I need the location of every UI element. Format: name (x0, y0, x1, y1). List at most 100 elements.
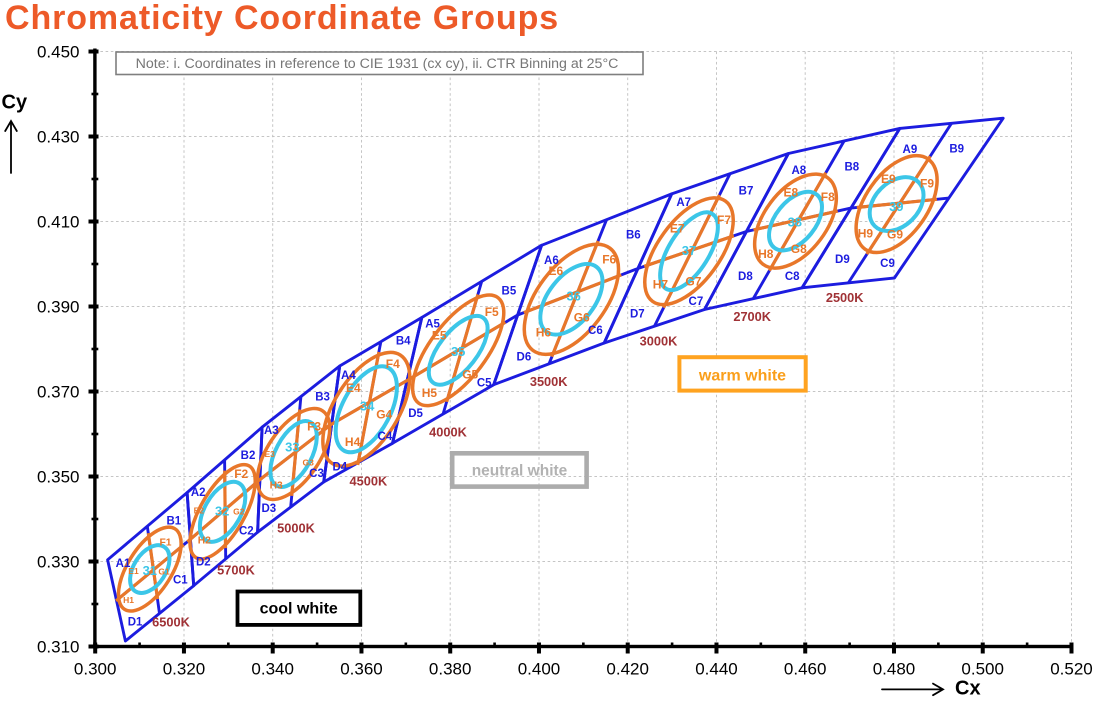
svg-text:0.440: 0.440 (695, 659, 738, 678)
svg-text:B7: B7 (739, 186, 754, 198)
svg-text:C3: C3 (309, 468, 324, 480)
svg-text:H2: H2 (198, 536, 211, 547)
svg-text:G6: G6 (574, 310, 590, 324)
svg-text:5000K: 5000K (277, 520, 315, 535)
svg-text:A5: A5 (425, 319, 440, 331)
svg-text:2500K: 2500K (826, 290, 864, 305)
svg-text:B4: B4 (396, 336, 411, 348)
svg-text:Note: i. Coordinates in refere: Note: i. Coordinates in reference to CIE… (136, 56, 619, 72)
svg-text:4000K: 4000K (429, 424, 467, 439)
svg-text:35: 35 (451, 344, 465, 359)
svg-text:0.320: 0.320 (163, 659, 206, 678)
svg-text:G3: G3 (303, 458, 315, 468)
svg-text:0.520: 0.520 (1050, 659, 1093, 678)
svg-text:0.300: 0.300 (74, 659, 117, 678)
svg-text:A1: A1 (116, 558, 131, 570)
svg-text:H7: H7 (653, 278, 669, 292)
svg-text:37: 37 (682, 243, 696, 258)
svg-text:34: 34 (360, 399, 375, 414)
svg-text:0.460: 0.460 (784, 659, 827, 678)
svg-text:C1: C1 (173, 574, 188, 586)
svg-text:B5: B5 (502, 286, 517, 298)
svg-text:H4: H4 (345, 435, 361, 449)
svg-text:F8: F8 (821, 190, 835, 204)
svg-text:C4: C4 (378, 431, 393, 443)
svg-text:0.340: 0.340 (251, 659, 294, 678)
svg-text:H1: H1 (123, 595, 134, 605)
svg-text:F3: F3 (307, 420, 321, 434)
svg-text:A6: A6 (544, 255, 559, 267)
svg-text:C2: C2 (239, 526, 254, 538)
svg-text:H9: H9 (858, 227, 874, 241)
svg-text:F4: F4 (386, 357, 400, 371)
svg-text:4500K: 4500K (350, 474, 388, 489)
svg-text:C8: C8 (785, 271, 800, 283)
svg-text:G8: G8 (791, 242, 807, 256)
svg-text:G7: G7 (685, 274, 701, 288)
svg-text:B6: B6 (626, 229, 641, 241)
svg-text:B3: B3 (315, 391, 330, 403)
svg-text:5700K: 5700K (217, 562, 255, 577)
svg-text:D5: D5 (408, 408, 423, 420)
svg-text:E9: E9 (881, 172, 896, 186)
svg-text:neutral white: neutral white (472, 463, 568, 480)
svg-text:G5: G5 (462, 367, 478, 381)
svg-text:E7: E7 (670, 222, 685, 236)
svg-text:H6: H6 (536, 326, 552, 340)
svg-text:0.480: 0.480 (873, 659, 916, 678)
svg-text:E5: E5 (432, 329, 447, 343)
svg-text:H3: H3 (270, 480, 283, 491)
svg-text:0.330: 0.330 (37, 552, 80, 571)
svg-text:E8: E8 (784, 185, 799, 199)
svg-text:D9: D9 (835, 254, 850, 266)
svg-text:F1: F1 (159, 537, 171, 548)
svg-text:E2: E2 (194, 506, 205, 516)
svg-text:D7: D7 (630, 308, 645, 320)
svg-text:C6: C6 (588, 325, 603, 337)
svg-text:C9: C9 (880, 258, 895, 270)
svg-text:0.360: 0.360 (340, 659, 383, 678)
svg-text:D8: D8 (738, 271, 753, 283)
svg-text:H5: H5 (422, 386, 438, 400)
svg-text:D6: D6 (517, 352, 532, 364)
svg-text:E1: E1 (128, 566, 139, 576)
svg-text:3000K: 3000K (640, 333, 678, 348)
svg-text:B2: B2 (241, 450, 256, 462)
svg-text:H8: H8 (758, 247, 774, 261)
svg-text:36: 36 (566, 289, 580, 304)
svg-text:6500K: 6500K (152, 614, 190, 629)
svg-text:2700K: 2700K (733, 309, 771, 324)
svg-text:A7: A7 (676, 197, 691, 209)
svg-text:Cy: Cy (2, 92, 28, 114)
svg-text:31: 31 (143, 563, 157, 578)
svg-text:warm white: warm white (698, 367, 786, 384)
svg-text:F2: F2 (234, 467, 248, 481)
svg-text:A3: A3 (264, 425, 279, 437)
svg-text:D3: D3 (261, 503, 276, 515)
svg-text:0.420: 0.420 (606, 659, 649, 678)
svg-text:E4: E4 (346, 381, 361, 395)
svg-text:D1: D1 (128, 617, 143, 629)
svg-text:38: 38 (788, 215, 802, 230)
svg-text:0.380: 0.380 (429, 659, 472, 678)
svg-text:0.430: 0.430 (37, 127, 80, 146)
svg-text:A8: A8 (791, 165, 806, 177)
svg-text:F7: F7 (717, 213, 731, 227)
svg-text:D2: D2 (196, 557, 211, 569)
svg-text:Cx: Cx (955, 678, 981, 699)
svg-text:G1: G1 (158, 566, 170, 576)
svg-text:A2: A2 (191, 487, 206, 499)
svg-text:3500K: 3500K (530, 374, 568, 389)
svg-text:C7: C7 (689, 296, 704, 308)
svg-text:0.390: 0.390 (37, 297, 80, 316)
svg-text:39: 39 (889, 199, 903, 214)
svg-text:A9: A9 (903, 144, 918, 156)
svg-text:cool white: cool white (260, 600, 338, 617)
svg-text:0.450: 0.450 (37, 42, 80, 61)
svg-text:0.350: 0.350 (37, 467, 80, 486)
svg-text:0.310: 0.310 (37, 637, 80, 656)
svg-text:F9: F9 (920, 176, 934, 190)
svg-text:C5: C5 (477, 378, 492, 390)
svg-text:G4: G4 (376, 407, 392, 421)
svg-text:0.410: 0.410 (37, 212, 80, 231)
